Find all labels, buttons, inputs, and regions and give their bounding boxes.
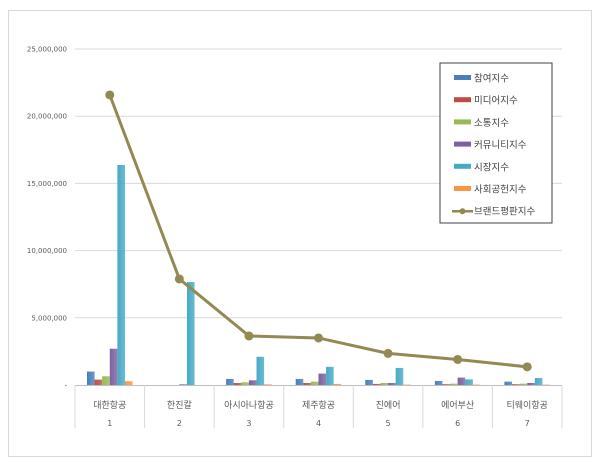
line-marker <box>174 274 184 284</box>
y-tick-label: 15,000,000 <box>27 180 67 188</box>
bar-2 <box>233 382 242 385</box>
x-category-number: 7 <box>525 419 530 428</box>
legend-label: 참여지수 <box>474 73 509 85</box>
line-marker <box>314 333 323 343</box>
line-marker <box>453 354 463 364</box>
y-tick-label: - <box>64 382 67 390</box>
line-marker <box>105 90 115 100</box>
bar-3 <box>450 383 458 385</box>
legend-label: 브랜드평판지수 <box>474 207 535 218</box>
x-category-label: 티웨이항공 <box>507 399 548 411</box>
bar-1 <box>86 371 95 385</box>
x-category-label: 대한항공 <box>93 400 126 411</box>
bar-3 <box>380 382 389 385</box>
bar-1 <box>365 379 373 385</box>
x-category-number: 1 <box>107 419 112 428</box>
bar-2 <box>94 379 103 385</box>
bar-5 <box>256 356 265 385</box>
bar-4 <box>457 377 466 385</box>
legend-label: 소통지수 <box>474 118 509 129</box>
x-category-number: 5 <box>386 419 391 428</box>
bar-4 <box>248 380 257 385</box>
legend-swatch <box>454 97 471 103</box>
x-category-label: 아시아나항공 <box>224 400 274 411</box>
bar-6 <box>264 384 272 385</box>
bar-5 <box>117 164 125 385</box>
y-tick-label: 20,000,000 <box>27 113 67 121</box>
line-marker <box>383 348 393 358</box>
bar-1 <box>504 381 513 385</box>
bar-5 <box>534 378 543 385</box>
bar-4 <box>388 382 396 385</box>
line-marker <box>522 362 532 372</box>
x-category-label: 에어부산 <box>441 400 474 411</box>
legend-swatch <box>454 141 471 147</box>
y-tick-label: 25,000,000 <box>27 46 67 54</box>
bar-4 <box>179 384 187 385</box>
bar-2 <box>442 384 451 385</box>
legend-swatch <box>454 186 471 191</box>
legend-label: 사회공헌지수 <box>474 185 527 196</box>
legend-label: 시장지수 <box>474 162 509 173</box>
x-category-number: 6 <box>455 419 460 428</box>
y-tick-label: 10,000,000 <box>27 247 67 255</box>
bar-2 <box>372 383 381 385</box>
bar-4 <box>318 373 327 385</box>
bar-3 <box>310 381 319 385</box>
bar-3 <box>241 382 249 385</box>
bar-5 <box>326 366 334 385</box>
x-category-number: 3 <box>246 419 251 428</box>
bar-5 <box>186 282 195 385</box>
bar-5 <box>395 367 404 385</box>
bar-3 <box>102 376 110 385</box>
legend-swatch <box>454 75 471 80</box>
x-category-number: 4 <box>316 419 321 428</box>
legend-marker <box>459 208 466 215</box>
line-marker <box>244 331 254 341</box>
legend-label: 미디어지수 <box>474 96 518 107</box>
x-category-number: 2 <box>177 419 182 428</box>
bar-1 <box>295 378 304 385</box>
bar-1 <box>434 380 443 385</box>
bar-4 <box>109 348 118 385</box>
bar-3 <box>519 383 528 385</box>
legend-swatch <box>454 119 471 125</box>
x-category-label: 진에어 <box>376 400 401 411</box>
bar-2 <box>512 384 520 385</box>
bar-6 <box>333 383 342 385</box>
legend-swatch <box>454 163 471 169</box>
legend-label: 커뮤니티지수 <box>474 140 527 151</box>
bar-4 <box>527 382 535 385</box>
y-tick-label: 5,000,000 <box>31 314 67 322</box>
bar-2 <box>303 382 311 385</box>
x-category-label: 한진칼 <box>167 400 192 411</box>
bar-5 <box>465 379 473 385</box>
bar-6 <box>124 381 133 385</box>
bar-1 <box>226 378 234 385</box>
x-category-label: 제주항공 <box>302 400 335 411</box>
